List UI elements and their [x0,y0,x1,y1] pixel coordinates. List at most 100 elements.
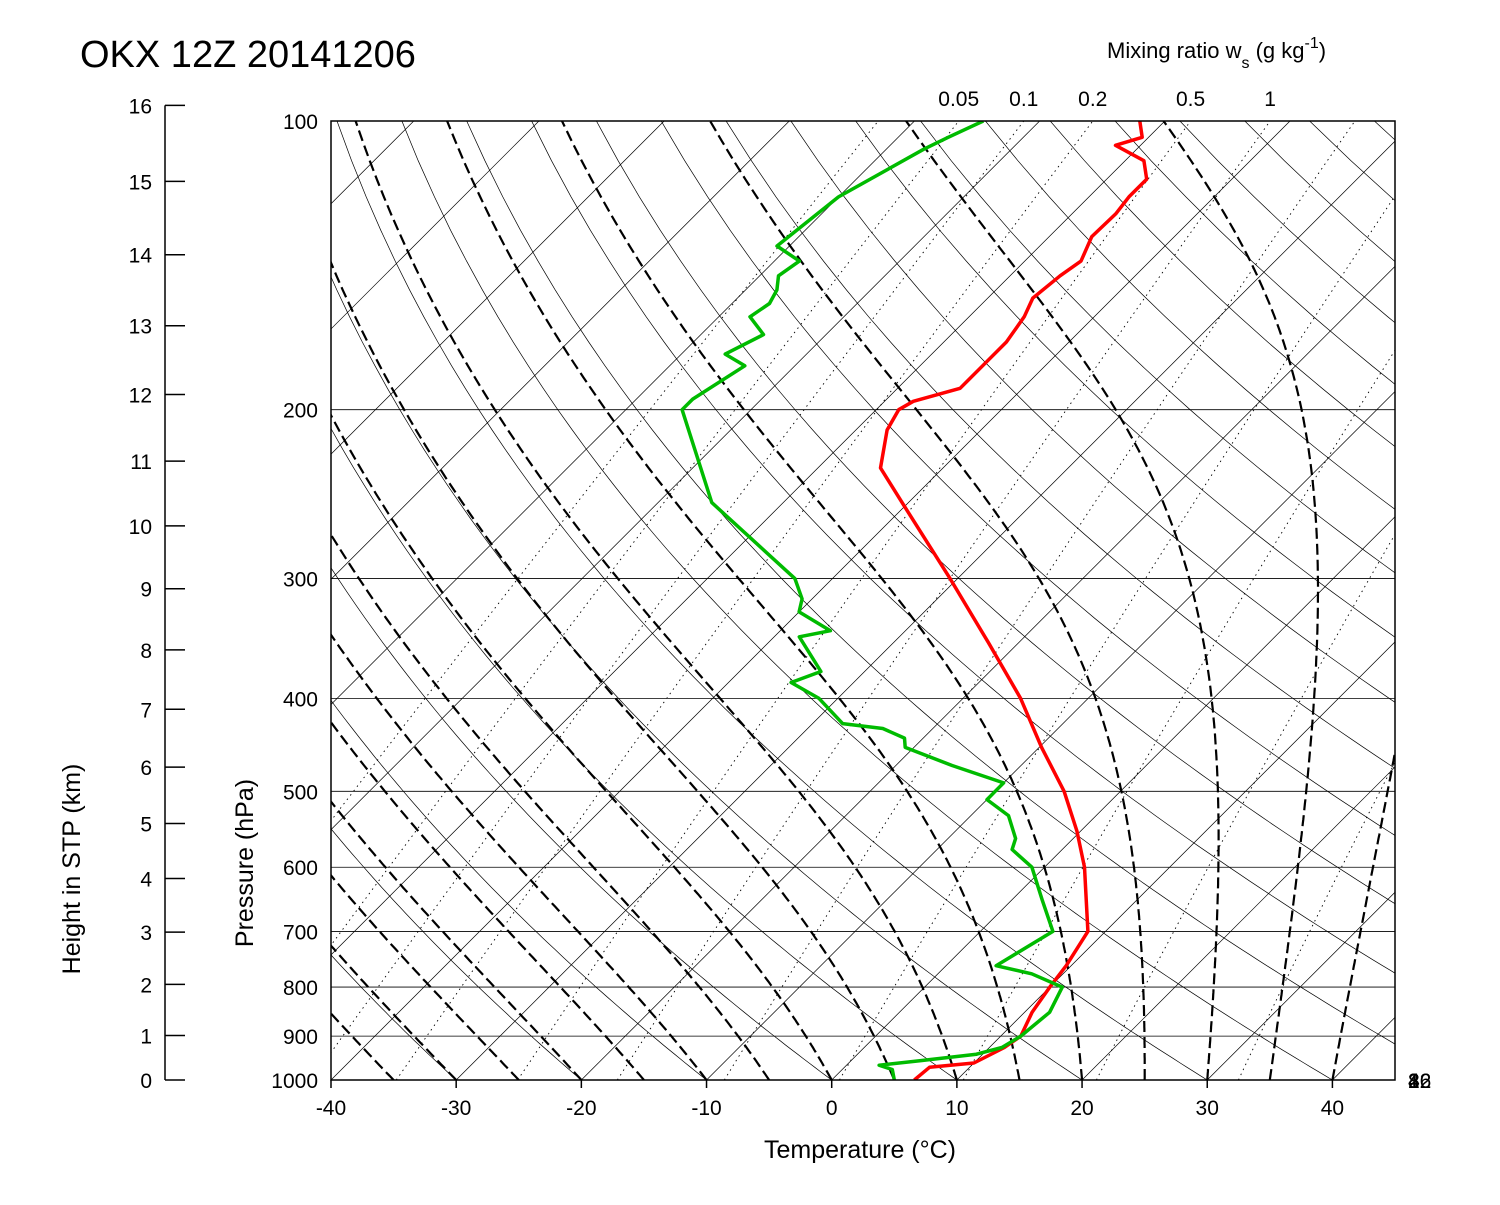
dry-adiabat-30 [336,121,1208,1080]
x-tick-label: 40 [1321,1097,1344,1120]
dry-adiabat-190 [1374,121,1395,141]
isotherm--10 [706,391,1395,1080]
x-tick-label: -20 [566,1097,596,1120]
mixing-ratio-right-label: 2 [1408,1070,1420,1093]
isotherm--80 [331,121,790,580]
dry-adiabat-10 [331,427,958,1080]
height-tick-label: 4 [140,868,152,891]
moist-adiabat-35 [1162,121,1320,1080]
pressure-tick-label: 900 [283,1026,318,1049]
dry-adiabat-200 [1439,121,1500,1080]
dry-adiabat-170 [1244,121,1395,262]
mixing-ratio-line [517,121,1191,1080]
mixing-ratio-right-label: 8 [1408,1070,1420,1093]
mixing-ratio-line [839,195,1395,1080]
isotherm-40 [1332,1016,1395,1080]
dry-adiabat-130 [985,121,1395,510]
pressure-tick-label: 400 [283,688,318,711]
mixing-ratio-title: Mixing ratio ws (g kg-1) [1107,35,1326,72]
height-tick-label: 15 [129,171,152,194]
height-tick-label: 12 [129,384,152,407]
pressure-tick-label: 1000 [271,1070,318,1093]
isotherm--50 [331,121,1166,956]
moist-adiabat--15 [331,720,645,1080]
height-tick-label: 11 [130,451,152,474]
mixing-ratio-top-label: 0.2 [1078,88,1107,111]
temperature-profile [878,121,1149,1080]
mixing-ratio-right-label: 16 [1408,1070,1431,1093]
height-tick-label: 7 [140,699,152,722]
isotherm-20 [1081,766,1395,1080]
pressure-tick-label: 500 [283,781,318,804]
isotherm--30 [455,140,1395,1080]
pressure-axis-title: Pressure (hPa) [231,779,259,947]
dry-adiabat-100 [790,121,1395,703]
mixing-ratio-top-label: 1 [1264,88,1276,111]
pressure-tick-label: 700 [283,921,318,944]
mixing-ratio-top-label: 0.05 [938,88,979,111]
mixing-ratio-line [395,121,1094,1080]
moist-adiabat-20 [561,121,1084,1080]
mixing-ratio-line [331,121,1025,1054]
chart-title: OKX 12Z 20141206 [80,34,416,76]
pressure-tick-label: 600 [283,857,318,880]
moist-adiabat-30 [905,121,1220,1080]
mixing-ratio-line [331,121,960,946]
mixing-ratio-line [1237,761,1395,1080]
x-tick-label: 20 [1070,1097,1093,1120]
x-tick-label: -10 [691,1097,721,1120]
moist-adiabat--5 [331,532,771,1080]
x-tick-label: -30 [441,1097,471,1120]
mixing-ratio-top-label: 0.5 [1176,88,1205,111]
height-tick-label: 6 [140,757,152,780]
height-axis-title: Height in STP (km) [58,764,86,975]
x-tick-label: 0 [826,1097,838,1120]
height-tick-label: 16 [129,95,152,118]
dry-adiabat-120 [920,121,1395,574]
height-tick-label: 3 [140,922,152,945]
plot-frame [330,120,1396,1081]
dry-adiabat-110 [855,121,1395,638]
moist-adiabat-5 [331,259,896,1080]
pressure-tick-label: 300 [283,569,318,592]
moist-adiabat-15 [446,121,1021,1080]
dry-adiabat-40 [401,121,1333,1080]
dry-adiabat-60 [531,121,1395,974]
isotherm--90 [331,121,665,455]
dry-adiabat-80 [660,121,1395,836]
dry-adiabat--10 [331,699,707,1080]
x-tick-label: -40 [316,1097,346,1120]
isotherm--40 [331,121,1291,1080]
x-axis-title: Temperature (°C) [764,1136,956,1164]
isotherm-10 [956,641,1395,1080]
isotherm-30 [1206,891,1395,1080]
height-tick-label: 10 [129,516,152,539]
pressure-tick-label: 100 [283,111,318,134]
height-tick-label: 5 [140,814,152,837]
height-tick-label: 2 [140,974,152,997]
height-tick-label: 9 [140,579,152,602]
mixing-ratio-right-label: 32 [1408,1070,1431,1093]
dry-adiabat-180 [1309,121,1395,202]
height-tick-label: 0 [140,1070,152,1093]
mixing-ratio-line [616,121,1271,1080]
isotherm--70 [331,121,915,705]
moist-adiabat-40 [1331,746,1395,1080]
isotherm-0 [831,516,1395,1080]
isotherm--20 [581,265,1395,1080]
dry-adiabat--30 [331,954,457,1080]
isotherm--60 [331,121,1040,831]
dry-adiabat-70 [596,121,1395,905]
mixing-ratio-line [1095,533,1395,1080]
dry-adiabat-20 [331,276,1083,1080]
dewpoint-profile [680,121,1065,1080]
height-tick-label: 8 [140,640,152,663]
moist-adiabat-10 [354,121,958,1080]
height-tick-label: 13 [129,316,152,339]
x-tick-label: 10 [945,1097,968,1120]
isotherm--100 [331,121,540,330]
dry-adiabat-0 [331,567,832,1080]
height-tick-label: 1 [140,1026,152,1049]
dry-adiabat--20 [331,828,582,1080]
